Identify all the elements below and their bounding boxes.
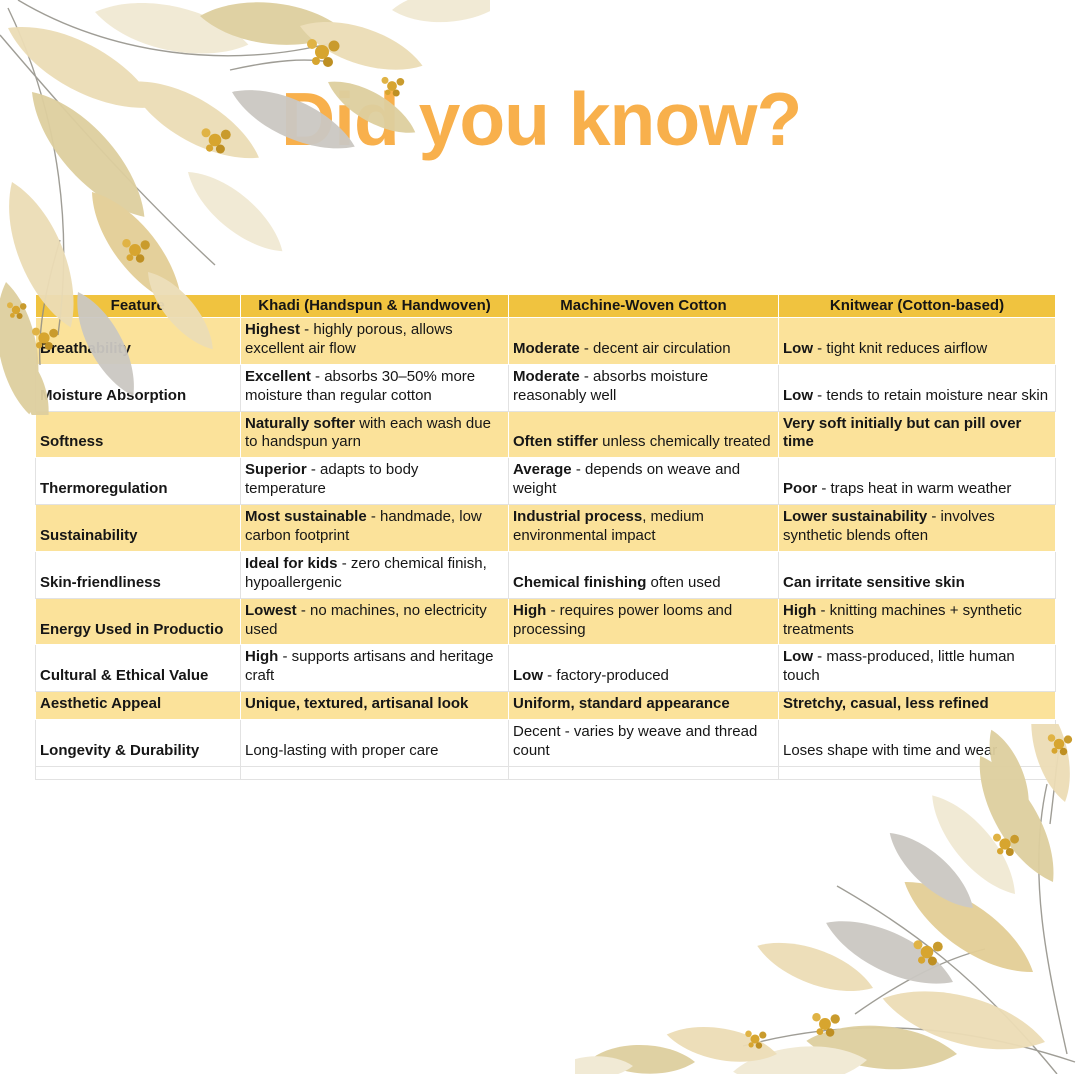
value-cell: Lower sustainability - involves syntheti… bbox=[778, 504, 1056, 552]
value-cell: Highest - highly porous, allows excellen… bbox=[240, 317, 509, 365]
feature-cell: Longevity & Durability bbox=[35, 719, 241, 767]
feature-cell: Cultural & Ethical Value bbox=[35, 644, 241, 693]
value-cell: Low - tends to retain moisture near skin bbox=[778, 364, 1056, 412]
table-row: Longevity & Durability Long-lasting with … bbox=[35, 719, 1056, 767]
value-cell: Industrial process, medium environmental… bbox=[508, 504, 779, 552]
page-title: Did you know? bbox=[281, 77, 802, 161]
value-cell: Moderate - decent air circulation bbox=[508, 317, 779, 365]
value-cell: High - requires power looms and processi… bbox=[508, 598, 779, 646]
feature-cell: Moisture Absorption bbox=[35, 364, 241, 412]
value-cell: Superior - adapts to body temperature bbox=[240, 457, 509, 506]
value-cell: Low - tight knit reduces airflow bbox=[778, 317, 1056, 365]
feature-cell: Sustainability bbox=[35, 504, 241, 552]
feature-cell: Skin-friendliness bbox=[35, 551, 241, 599]
value-cell: Average - depends on weave and weight bbox=[508, 457, 779, 506]
table-row: Aesthetic Appeal Unique, textured, artisa… bbox=[35, 691, 1056, 721]
column-header: Khadi (Handspun & Handwoven) bbox=[240, 295, 509, 318]
value-cell: Chemical finishing often used bbox=[508, 551, 779, 599]
value-cell: Low - factory-produced bbox=[508, 644, 779, 693]
value-cell: Unique, textured, artisanal look bbox=[240, 691, 509, 721]
table-body: Breathability Highest - highly porous, a… bbox=[35, 317, 1056, 780]
feature-cell: Energy Used in Productio bbox=[35, 598, 241, 646]
feature-cell: Softness bbox=[35, 411, 241, 459]
value-cell: Low - mass-produced, little human touch bbox=[778, 644, 1056, 693]
value-cell: Loses shape with time and wear bbox=[778, 719, 1056, 767]
value-cell bbox=[240, 766, 509, 780]
value-cell: Poor - traps heat in warm weather bbox=[778, 457, 1056, 506]
value-cell: Excellent - absorbs 30–50% more moisture… bbox=[240, 364, 509, 412]
value-cell bbox=[778, 766, 1056, 780]
table-row: Thermoregulation Superior - adapts to bod… bbox=[35, 457, 1056, 506]
value-cell: Long-lasting with proper care bbox=[240, 719, 509, 767]
feature-cell: Breathability bbox=[35, 317, 241, 365]
feature-cell bbox=[35, 766, 241, 780]
table-row: Breathability Highest - highly porous, a… bbox=[35, 317, 1056, 365]
value-cell: Uniform, standard appearance bbox=[508, 691, 779, 721]
value-cell: Often stiffer unless chemically treated bbox=[508, 411, 779, 459]
table-row: Cultural & Ethical Value High - supports … bbox=[35, 644, 1056, 693]
table-row: Moisture Absorption Excellent - absorbs 3… bbox=[35, 364, 1056, 412]
table-header-row: Feature Khadi (Handspun & Handwoven) Machi… bbox=[35, 295, 1056, 318]
value-cell: Can irritate sensitive skin bbox=[778, 551, 1056, 599]
column-header: Machine-Woven Cotton bbox=[508, 295, 779, 318]
value-cell: Stretchy, casual, less refined bbox=[778, 691, 1056, 721]
comparison-table: Feature Khadi (Handspun & Handwoven) Machi… bbox=[35, 295, 1056, 780]
column-header: Knitwear (Cotton-based) bbox=[778, 295, 1056, 318]
value-cell: Most sustainable - handmade, low carbon … bbox=[240, 504, 509, 552]
column-header: Feature bbox=[35, 295, 241, 318]
table-row bbox=[35, 766, 1056, 780]
table-row: Energy Used in Productio Lowest - no mach… bbox=[35, 598, 1056, 646]
value-cell: Naturally softer with each wash due to h… bbox=[240, 411, 509, 459]
table-row: Sustainability Most sustainable - handmad… bbox=[35, 504, 1056, 552]
value-cell: Very soft initially but can pill over ti… bbox=[778, 411, 1056, 459]
value-cell: High - supports artisans and heritage cr… bbox=[240, 644, 509, 693]
value-cell: Ideal for kids - zero chemical finish, h… bbox=[240, 551, 509, 599]
feature-cell: Aesthetic Appeal bbox=[35, 691, 241, 721]
table-row: Softness Naturally softer with each wash … bbox=[35, 411, 1056, 459]
value-cell: High - knitting machines + synthetic tre… bbox=[778, 598, 1056, 646]
value-cell: Decent - varies by weave and thread coun… bbox=[508, 719, 779, 767]
value-cell: Moderate - absorbs moisture reasonably w… bbox=[508, 364, 779, 412]
feature-cell: Thermoregulation bbox=[35, 457, 241, 506]
value-cell: Lowest - no machines, no electricity use… bbox=[240, 598, 509, 646]
table-row: Skin-friendliness Ideal for kids - zero c… bbox=[35, 551, 1056, 599]
value-cell bbox=[508, 766, 779, 780]
